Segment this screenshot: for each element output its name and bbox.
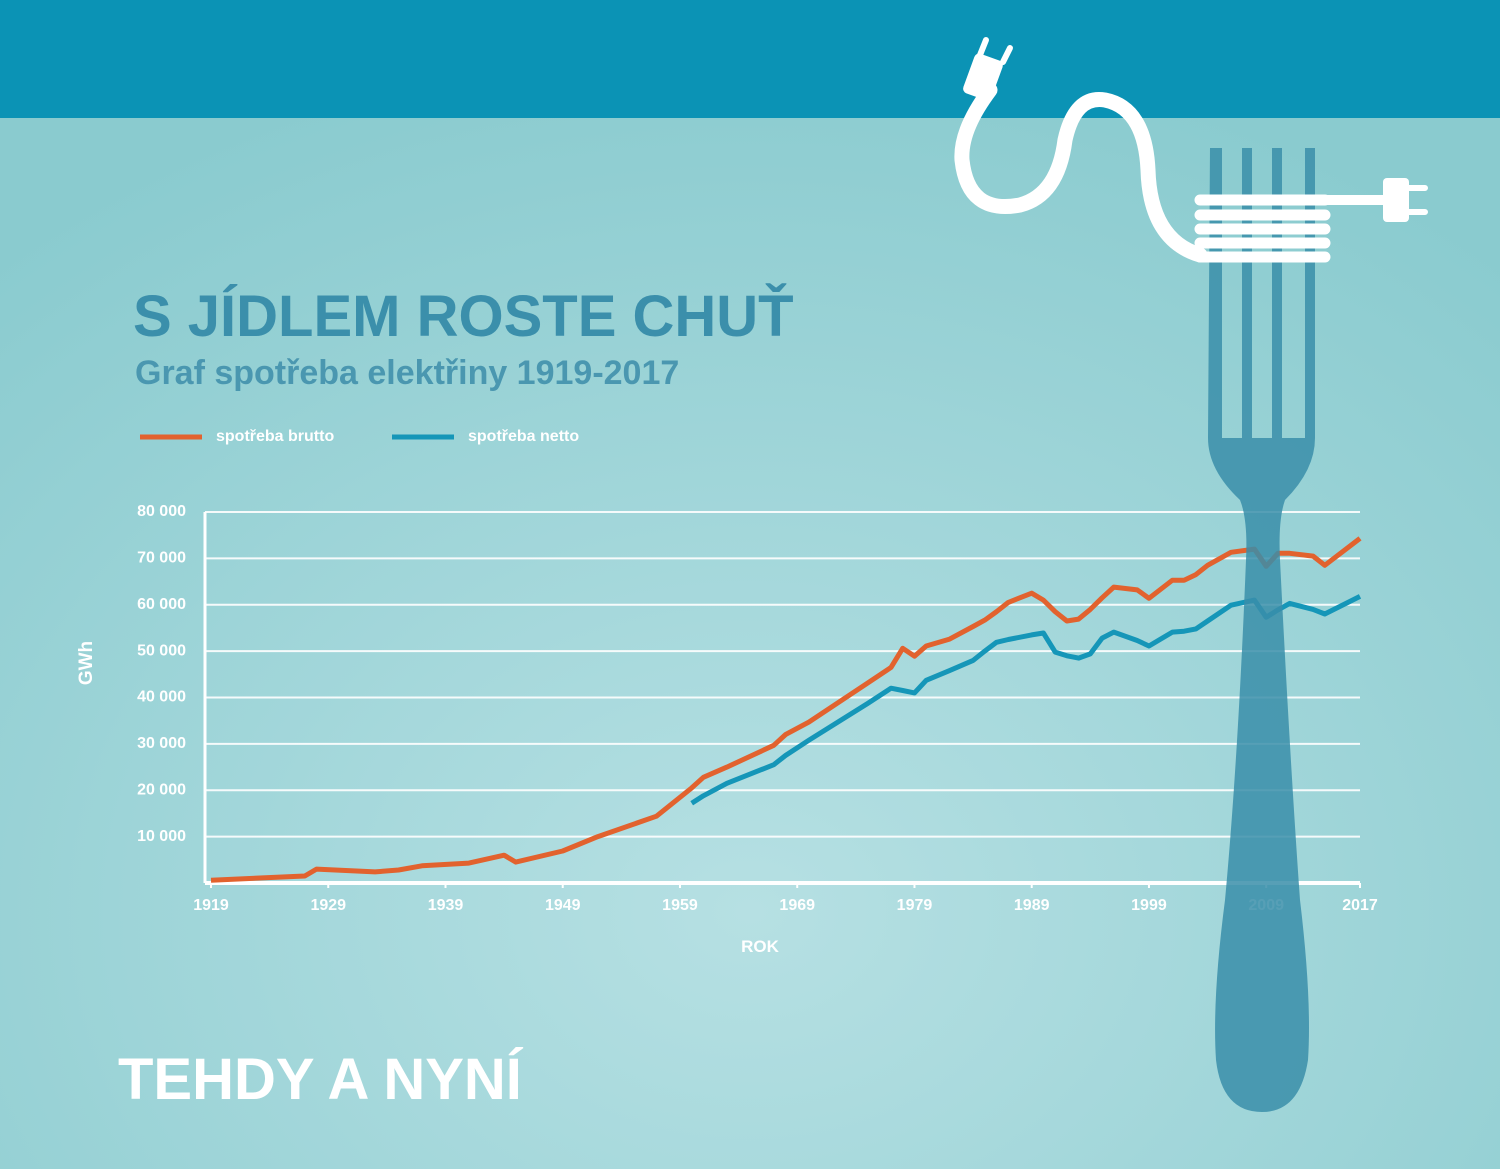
y-tick-label: 50 000 bbox=[137, 642, 186, 659]
chart-title: S JÍDLEM ROSTE CHUŤ bbox=[133, 284, 794, 349]
cord-decoration bbox=[954, 37, 1428, 263]
x-tick-label: 1999 bbox=[1131, 897, 1167, 914]
legend-label: spotřeba brutto bbox=[216, 428, 334, 445]
x-tick-label: 1979 bbox=[897, 897, 933, 914]
y-axis-label: GWh bbox=[76, 641, 97, 685]
x-tick-label: 2017 bbox=[1342, 897, 1378, 914]
y-tick-label: 30 000 bbox=[137, 735, 186, 752]
y-tick-label: 20 000 bbox=[137, 781, 186, 798]
chart-subtitle: Graf spotřeba elektřiny 1919-2017 bbox=[135, 354, 679, 392]
y-tick-label: 70 000 bbox=[137, 550, 186, 567]
x-axis-label: ROK bbox=[741, 937, 780, 956]
x-tick-label: 1919 bbox=[193, 897, 229, 914]
y-tick-label: 60 000 bbox=[137, 596, 186, 613]
x-tick-label: 1989 bbox=[1014, 897, 1050, 914]
y-tick-label: 80 000 bbox=[137, 503, 186, 520]
top-band bbox=[0, 0, 1500, 118]
legend-label: spotřeba netto bbox=[468, 428, 579, 445]
x-tick-label: 1969 bbox=[779, 897, 815, 914]
series-line bbox=[210, 536, 1362, 883]
x-tick-label: 1949 bbox=[545, 897, 581, 914]
x-tick-label: 1929 bbox=[310, 897, 346, 914]
x-tick-label: 1939 bbox=[428, 897, 464, 914]
plot: 10 000 20 000 30 000 40 000 50 000 60 000 70 0… bbox=[137, 428, 1378, 914]
y-tick-label: 40 000 bbox=[137, 689, 186, 706]
x-tick-label: 1959 bbox=[662, 897, 698, 914]
y-tick-label: 10 000 bbox=[137, 828, 186, 845]
fork-decoration bbox=[1208, 148, 1315, 1112]
annotation: TEHDY A NYNÍ bbox=[118, 1047, 524, 1112]
